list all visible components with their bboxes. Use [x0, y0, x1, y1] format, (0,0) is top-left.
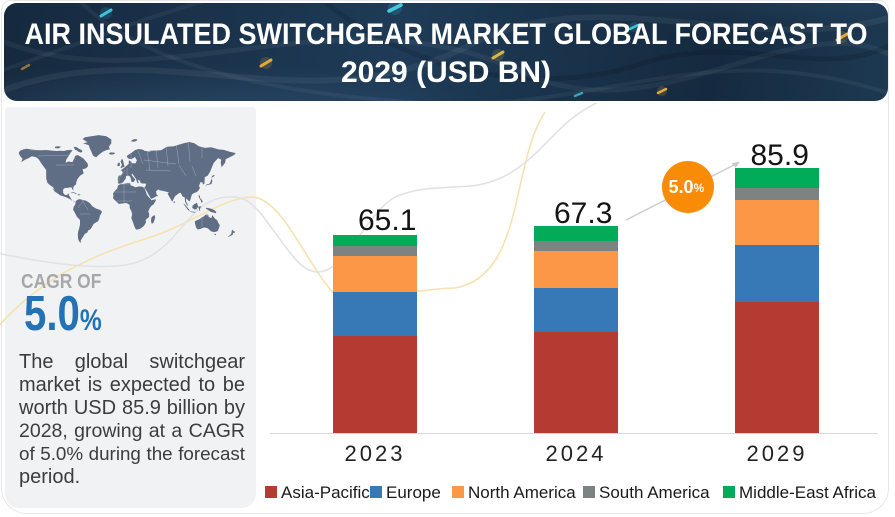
svg-text:5.0: 5.0 [668, 177, 693, 197]
svg-text:%: % [694, 181, 705, 195]
